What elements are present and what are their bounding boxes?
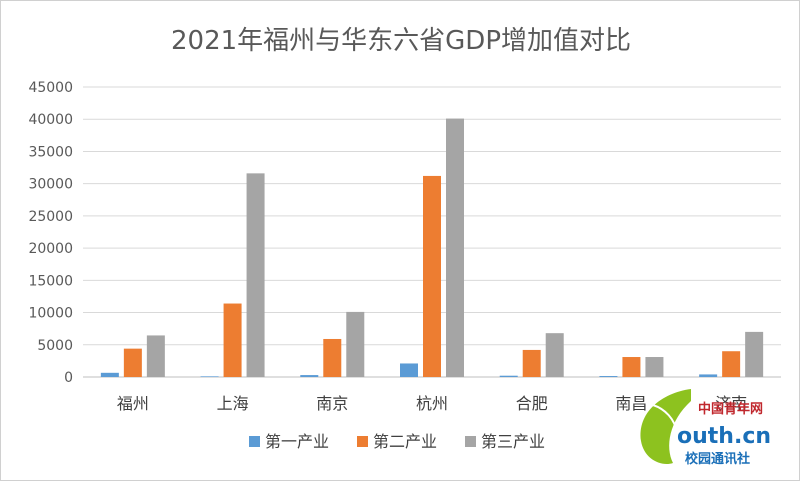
y-axis-ticks: 45000 40000 35000 30000 25000 20000 15000 10000… xyxy=(28,80,73,386)
y-tick-label: 0 xyxy=(64,370,73,386)
bar xyxy=(223,303,242,377)
legend-label: 第三产业 xyxy=(481,432,545,451)
bar xyxy=(545,333,564,377)
y-tick-label: 10000 xyxy=(28,306,73,322)
bar xyxy=(446,118,464,378)
y-tick-label: 30000 xyxy=(28,177,73,193)
bar xyxy=(146,335,165,377)
y-tick-label: 15000 xyxy=(28,273,73,289)
x-category-label: 南昌 xyxy=(615,394,647,413)
bar xyxy=(522,349,541,377)
bar xyxy=(123,348,142,377)
bar xyxy=(423,175,441,377)
x-category-label: 上海 xyxy=(217,394,249,413)
legend-swatch xyxy=(249,436,260,447)
legend-swatch xyxy=(357,436,368,447)
bar xyxy=(200,376,219,377)
bar xyxy=(699,374,718,377)
y-tick-label: 20000 xyxy=(28,241,73,257)
bar xyxy=(645,357,664,377)
bar xyxy=(622,357,641,377)
bar xyxy=(100,372,119,377)
x-category-label: 福州 xyxy=(117,394,149,413)
y-tick-label: 45000 xyxy=(28,80,73,96)
watermark-line-3: 校园通讯社 xyxy=(685,451,750,467)
chart-title: 2021年福州与华东六省GDP增加值对比 xyxy=(171,26,631,56)
bar xyxy=(745,331,764,377)
legend-swatch xyxy=(465,436,476,447)
leaf-vein-icon xyxy=(652,404,678,434)
bar xyxy=(323,338,342,377)
bar xyxy=(300,375,319,377)
x-category-label: 杭州 xyxy=(416,394,448,413)
bar xyxy=(346,311,365,377)
bar xyxy=(499,375,518,377)
x-category-label: 南京 xyxy=(316,394,348,413)
bar xyxy=(599,376,618,377)
y-tick-label: 35000 xyxy=(28,144,73,160)
legend: 第一产业 第二产业 第三产业 xyxy=(249,432,545,451)
x-axis-categories: 福州 上海 南京 杭州 合肥 南昌 济南 xyxy=(117,394,747,413)
watermark-line-2: outh.cn xyxy=(677,424,771,449)
x-category-label: 合肥 xyxy=(516,394,548,413)
legend-label: 第一产业 xyxy=(265,432,329,451)
y-tick-label: 25000 xyxy=(28,209,73,225)
watermark-logo: 中国青年网 outh.cn 校园通讯社 xyxy=(640,389,771,467)
watermark-line-1: 中国青年网 xyxy=(698,401,763,417)
x-category-label: 济南 xyxy=(715,394,747,413)
bar xyxy=(400,363,418,377)
y-tick-label: 40000 xyxy=(28,112,73,128)
leaf-logo-icon xyxy=(640,389,691,465)
bar xyxy=(722,351,741,377)
bar xyxy=(246,173,265,377)
bars xyxy=(100,118,764,378)
legend-label: 第二产业 xyxy=(373,432,437,451)
y-tick-label: 5000 xyxy=(37,338,73,354)
